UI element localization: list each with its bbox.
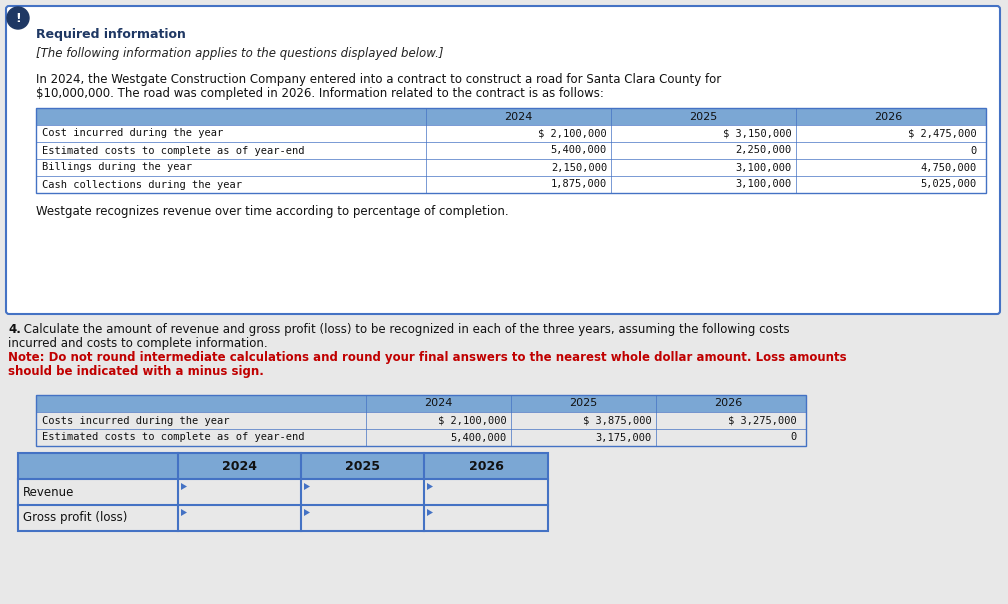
Text: Calculate the amount of revenue and gross profit (loss) to be recognized in each: Calculate the amount of revenue and gros… (20, 323, 789, 336)
Polygon shape (304, 509, 310, 516)
Text: Gross profit (loss): Gross profit (loss) (23, 512, 127, 524)
Polygon shape (181, 483, 187, 490)
Text: 2026: 2026 (874, 112, 902, 121)
Text: 5,025,000: 5,025,000 (920, 179, 977, 190)
Polygon shape (304, 483, 310, 490)
Text: 2,150,000: 2,150,000 (550, 162, 607, 173)
Text: Estimated costs to complete as of year-end: Estimated costs to complete as of year-e… (42, 432, 304, 443)
Text: $ 3,875,000: $ 3,875,000 (584, 416, 652, 425)
Text: 4.: 4. (8, 323, 21, 336)
Polygon shape (427, 509, 433, 516)
Text: should be indicated with a minus sign.: should be indicated with a minus sign. (8, 365, 264, 378)
Text: 2024: 2024 (504, 112, 532, 121)
Polygon shape (427, 483, 433, 490)
Text: 2026: 2026 (469, 460, 503, 472)
Text: 2,250,000: 2,250,000 (736, 146, 792, 155)
Text: 3,100,000: 3,100,000 (736, 179, 792, 190)
Text: 3,100,000: 3,100,000 (736, 162, 792, 173)
FancyBboxPatch shape (18, 453, 548, 479)
Text: 1,875,000: 1,875,000 (550, 179, 607, 190)
Text: In 2024, the Westgate Construction Company entered into a contract to construct : In 2024, the Westgate Construction Compa… (36, 73, 722, 86)
Text: 0: 0 (971, 146, 977, 155)
Text: 0: 0 (790, 432, 797, 443)
Text: incurred and costs to complete information.: incurred and costs to complete informati… (8, 337, 268, 350)
FancyBboxPatch shape (6, 6, 1000, 314)
Text: 5,400,000: 5,400,000 (550, 146, 607, 155)
Text: Estimated costs to complete as of year-end: Estimated costs to complete as of year-e… (42, 146, 304, 155)
Text: Billings during the year: Billings during the year (42, 162, 192, 173)
Text: Cash collections during the year: Cash collections during the year (42, 179, 242, 190)
Text: Westgate recognizes revenue over time according to percentage of completion.: Westgate recognizes revenue over time ac… (36, 205, 509, 218)
Text: 2024: 2024 (424, 399, 453, 408)
Text: $10,000,000. The road was completed in 2026. Information related to the contract: $10,000,000. The road was completed in 2… (36, 87, 604, 100)
FancyBboxPatch shape (36, 395, 806, 412)
Text: $ 2,100,000: $ 2,100,000 (538, 129, 607, 138)
Text: Note: Do not round intermediate calculations and round your final answers to the: Note: Do not round intermediate calculat… (8, 351, 847, 364)
Text: 2025: 2025 (689, 112, 718, 121)
Text: Required information: Required information (36, 28, 185, 41)
Text: $ 3,275,000: $ 3,275,000 (728, 416, 797, 425)
Text: 2024: 2024 (222, 460, 257, 472)
Text: $ 2,100,000: $ 2,100,000 (438, 416, 507, 425)
Text: !: ! (15, 11, 21, 25)
Text: Costs incurred during the year: Costs incurred during the year (42, 416, 230, 425)
Text: $ 2,475,000: $ 2,475,000 (908, 129, 977, 138)
Text: 3,175,000: 3,175,000 (596, 432, 652, 443)
FancyBboxPatch shape (36, 108, 986, 125)
Text: [The following information applies to the questions displayed below.]: [The following information applies to th… (36, 47, 444, 60)
Text: Cost incurred during the year: Cost incurred during the year (42, 129, 223, 138)
Circle shape (7, 7, 29, 29)
Text: 2025: 2025 (345, 460, 380, 472)
Polygon shape (181, 509, 187, 516)
Text: 5,400,000: 5,400,000 (451, 432, 507, 443)
Text: $ 3,150,000: $ 3,150,000 (724, 129, 792, 138)
Text: Revenue: Revenue (23, 486, 75, 498)
Text: 4,750,000: 4,750,000 (920, 162, 977, 173)
Text: 2026: 2026 (715, 399, 743, 408)
Text: 2025: 2025 (570, 399, 598, 408)
